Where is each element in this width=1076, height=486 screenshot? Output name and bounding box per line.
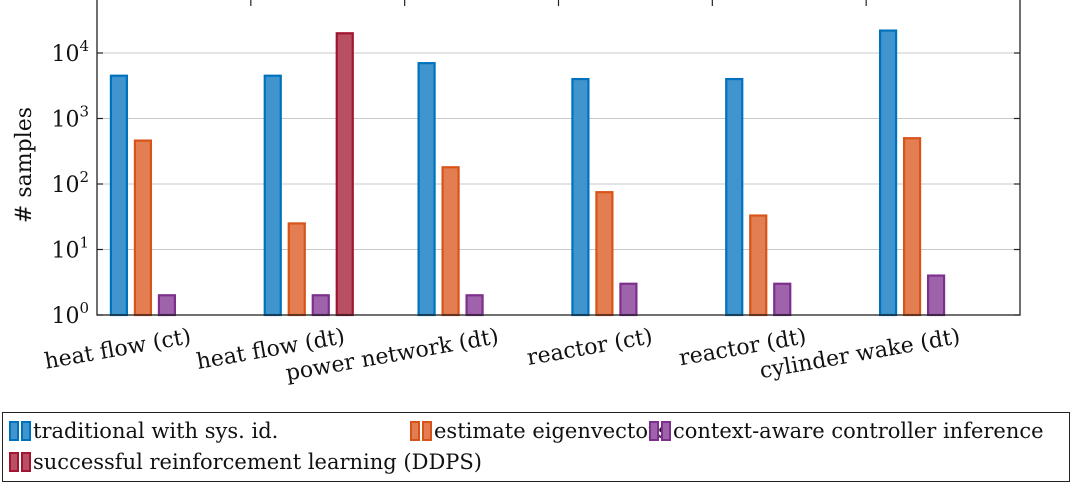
legend-swatch [9,421,19,441]
legend-label: traditional with sys. id. [33,419,279,443]
bar [263,74,282,317]
legend-label: estimate eigenvectors [434,419,669,443]
legend-swatch [410,421,420,441]
plot-frame [96,0,1021,316]
legend-swatch [661,421,671,441]
bar [335,32,354,317]
y-ticks: 100 101 102 103 104 [51,37,1020,329]
bar [109,74,129,317]
legend: traditional with sys. id. estimate eigen… [2,412,1070,482]
bar [902,137,922,317]
bar [157,294,177,317]
bar [926,274,946,317]
bar [465,294,484,317]
y-tick-label: 104 [51,37,89,67]
bar [595,191,614,317]
x-tick-label: heat flow (ct) [43,324,193,374]
bar [133,139,153,317]
grid-lines [97,52,1020,250]
bar [417,62,436,317]
legend-item-context-aware: context-aware controller inference [649,419,1044,443]
legend-swatch [422,421,432,441]
x-ticks: heat flow (ct) heat flow (dt)power networ… [43,0,962,386]
legend-label: successful reinforcement learning (DDPS) [33,450,482,474]
legend-label: context-aware controller inference [673,419,1044,443]
y-tick-label: 102 [51,168,89,198]
legend-swatch [21,421,31,441]
bar [749,214,768,317]
legend-item-eigenvectors: estimate eigenvectors [410,419,669,443]
legend-swatch [9,452,19,472]
bar [725,77,744,317]
y-tick-label: 100 [51,299,89,329]
bar [311,294,330,317]
bar [619,282,638,317]
bar-chart: heat flow (ct) heat flow (dt)power networ… [12,0,1021,386]
bar [287,222,306,317]
y-tick-label: 101 [51,234,89,264]
legend-swatch [649,421,659,441]
bar [571,77,590,317]
legend-item-ddps: successful reinforcement learning (DDPS) [9,450,482,474]
bar [878,29,898,317]
x-tick-label: reactor (ct) [525,324,654,371]
y-axis-label: # samples [12,107,37,223]
legend-swatch [21,452,31,472]
legend-item-traditional: traditional with sys. id. [9,419,278,443]
y-tick-label: 103 [51,103,89,133]
bar [441,166,460,317]
bars [109,29,946,317]
bar [773,282,792,317]
